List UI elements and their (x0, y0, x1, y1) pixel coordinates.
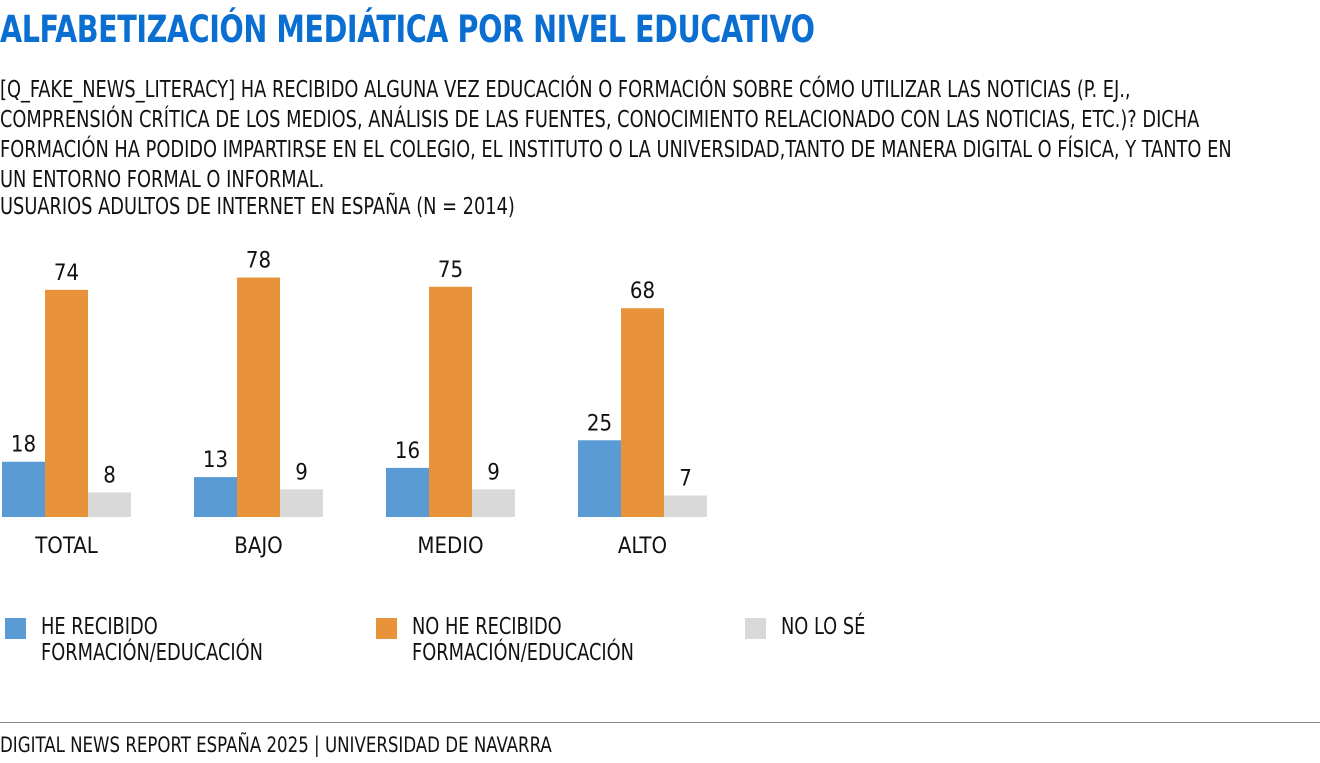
footer-source: DIGITAL NEWS REPORT ESPAÑA 2025 | UNIVER… (0, 733, 552, 757)
legend-label-0: HE RECIBIDO FORMACIÓN/EDUCACIÓN (41, 614, 263, 666)
bar-medio-series-0 (386, 467, 429, 517)
footer-divider (0, 722, 1320, 723)
data-label-medio-series-1: 75 (438, 258, 463, 283)
chart-title: ALFABETIZACIÓN MEDIÁTICA POR NIVEL EDUCA… (0, 8, 815, 51)
data-label-total-series-0: 18 (11, 433, 36, 458)
bar-chart: 18 74 8 TOTAL 13 78 9 BAJO 16 75 9 MEDIO 25 68 7 ALTO (2, 249, 707, 559)
category-label-alto: ALTO (618, 534, 667, 559)
data-label-alto-series-2: 7 (679, 467, 692, 492)
data-label-medio-series-2: 9 (487, 460, 500, 485)
question-line-2: COMPRENSIÓN CRÍTICA DE LOS MEDIOS, ANÁLI… (0, 107, 1200, 133)
bar-alto-series-2 (664, 495, 707, 517)
bar-total-series-1 (45, 289, 88, 517)
category-label-total: TOTAL (34, 534, 98, 559)
bar-bajo-series-2 (280, 489, 323, 517)
sample-note: USUARIOS ADULTOS DE INTERNET EN ESPAÑA (… (0, 194, 515, 220)
data-label-bajo-series-0: 13 (203, 448, 228, 473)
legend-swatch-1 (376, 618, 397, 639)
data-label-alto-series-0: 25 (587, 411, 612, 436)
data-label-medio-series-0: 16 (395, 439, 420, 464)
bar-total-series-0 (2, 461, 45, 517)
data-label-bajo-series-2: 9 (295, 460, 308, 485)
bar-alto-series-0 (578, 440, 621, 517)
data-label-total-series-1: 74 (54, 261, 79, 286)
data-label-bajo-series-1: 78 (246, 249, 271, 274)
legend-swatch-2 (745, 618, 766, 639)
bar-medio-series-2 (472, 489, 515, 517)
bar-total-series-2 (88, 492, 131, 517)
bar-medio-series-1 (429, 286, 472, 517)
bar-bajo-series-1 (237, 277, 280, 517)
data-label-alto-series-1: 68 (630, 279, 655, 304)
question-line-1: [Q_FAKE_NEWS_LITERACY] HA RECIBIDO ALGUN… (0, 77, 1131, 103)
legend-label-2: NO LO SÉ (781, 614, 866, 640)
question-line-4: UN ENTORNO FORMAL O INFORMAL. (0, 167, 325, 193)
category-label-bajo: BAJO (234, 534, 283, 559)
legend-label-1: NO HE RECIBIDO FORMACIÓN/EDUCACIÓN (412, 614, 634, 666)
bar-bajo-series-0 (194, 477, 237, 517)
category-label-medio: MEDIO (417, 534, 483, 559)
data-label-total-series-2: 8 (103, 463, 116, 488)
chart-subtitle: [Q_FAKE_NEWS_LITERACY] HA RECIBIDO ALGUN… (0, 75, 1307, 222)
bar-alto-series-1 (621, 308, 664, 517)
legend-swatch-0 (5, 618, 26, 639)
question-line-3: FORMACIÓN HA PODIDO IMPARTIRSE EN EL COL… (0, 137, 1232, 163)
